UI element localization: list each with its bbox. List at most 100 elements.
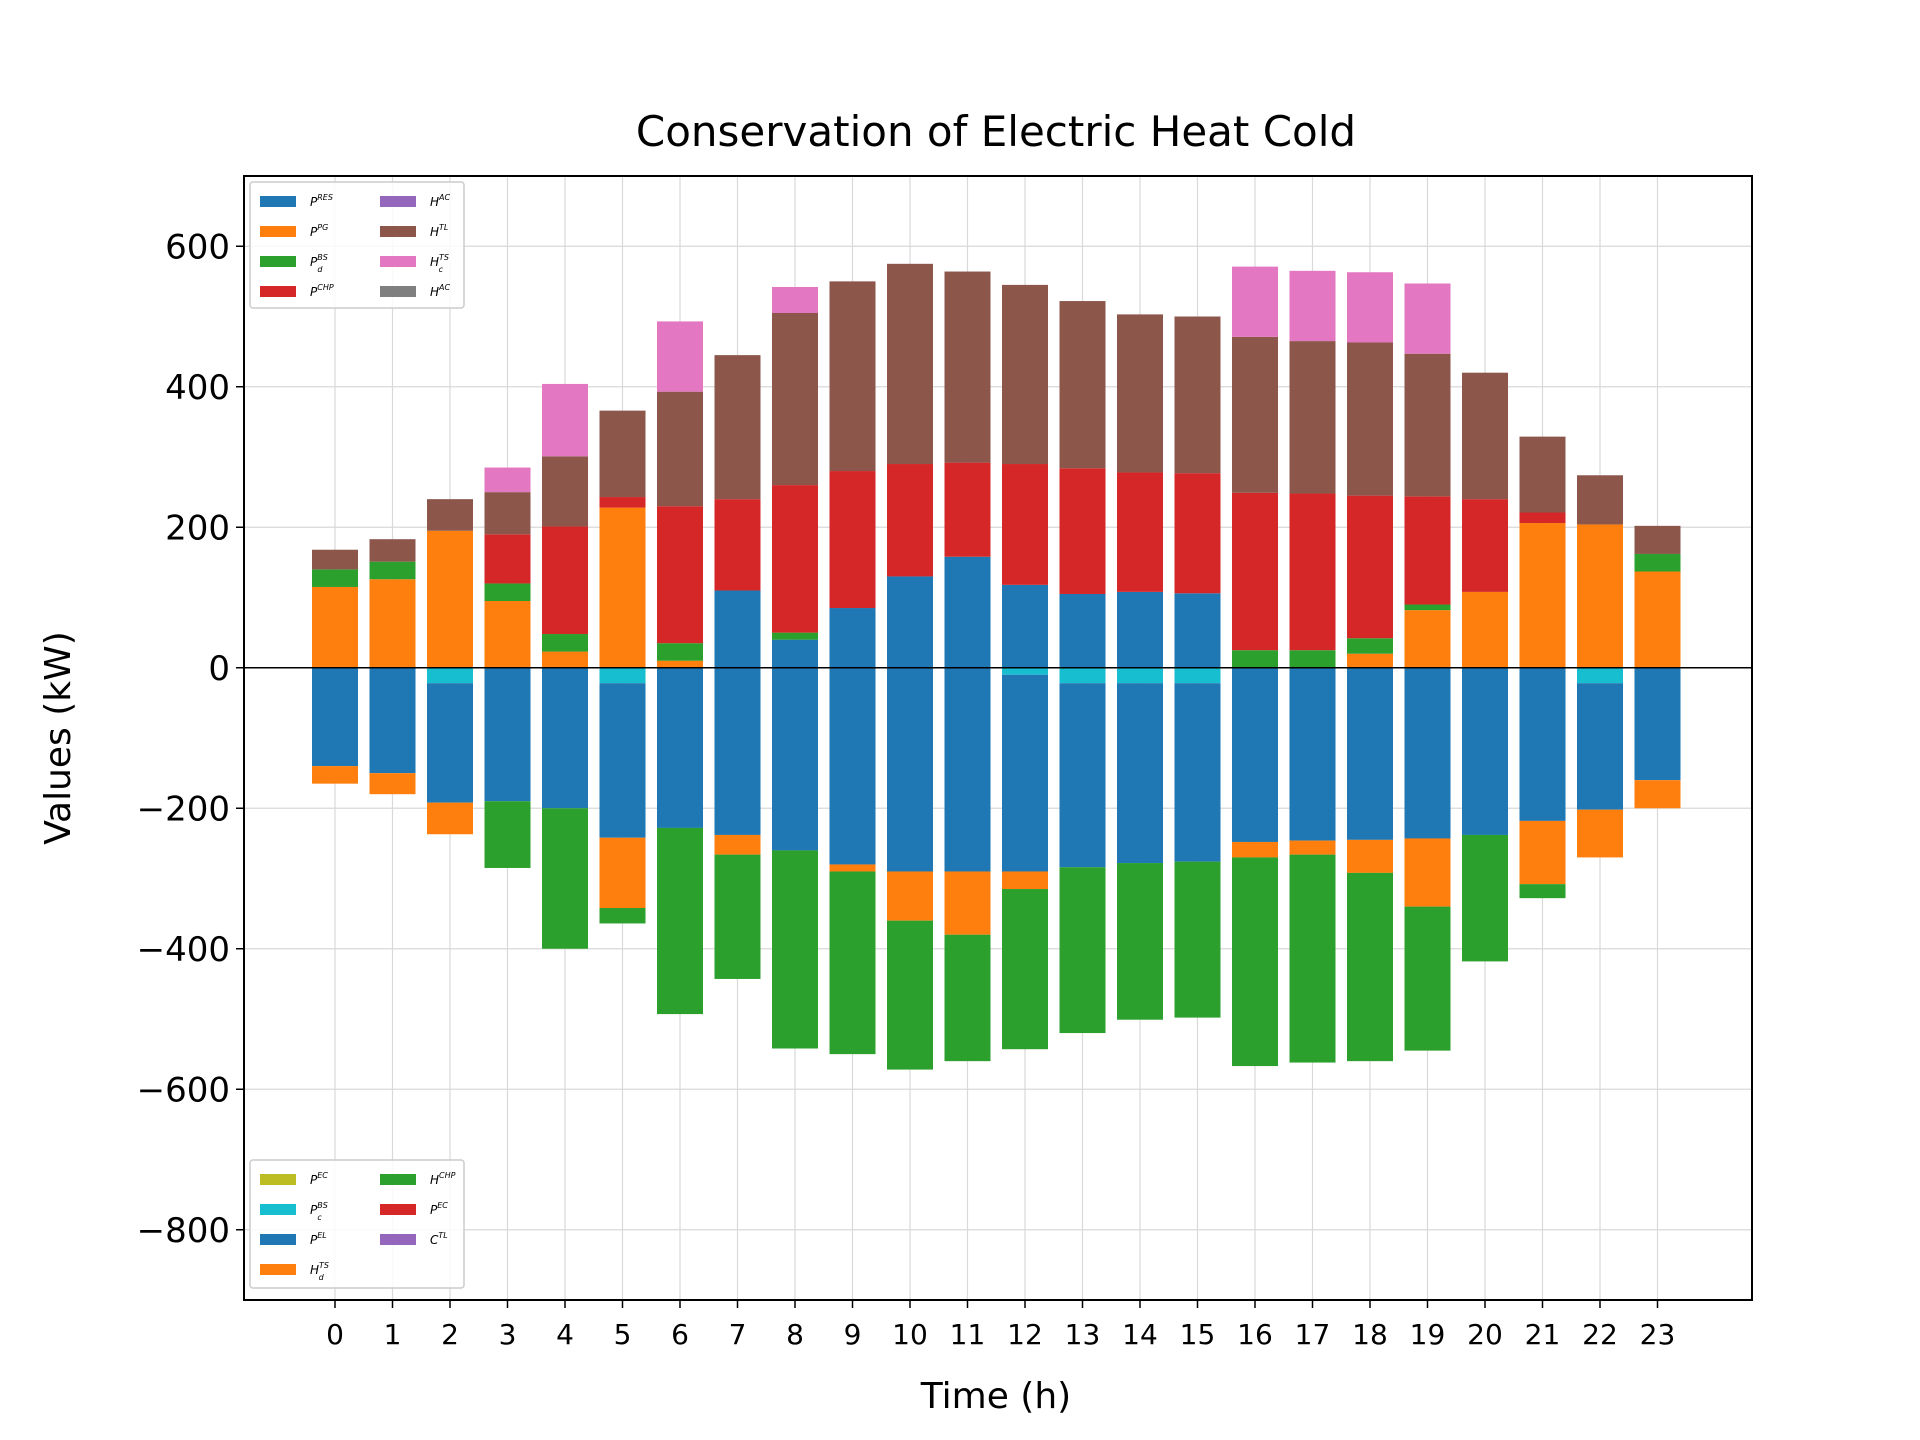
legend-swatch	[260, 256, 296, 267]
bar-segment	[714, 355, 761, 500]
bar-segment	[312, 569, 358, 587]
bar-segment	[772, 632, 818, 640]
bar-segment	[1577, 667, 1623, 684]
bar-segment	[484, 534, 531, 584]
bar-segment	[1059, 683, 1106, 868]
bar-segment	[484, 492, 531, 535]
bar-segment	[599, 908, 646, 924]
bar-segment	[427, 499, 473, 531]
bar-segment	[1347, 342, 1393, 496]
bar-segment	[1002, 584, 1048, 668]
legend-label: HAC	[430, 283, 451, 299]
bar-segment	[829, 871, 876, 1055]
bar-segment	[1117, 314, 1163, 473]
bar-segment	[714, 590, 761, 668]
x-tick-label: 23	[1640, 1318, 1676, 1351]
x-tick-label: 12	[1007, 1318, 1043, 1351]
legend-label: HTS d	[310, 1261, 329, 1282]
bar-segment	[1117, 667, 1163, 684]
bar-segment	[1634, 553, 1681, 572]
legend-swatch	[380, 286, 416, 297]
bar-segment	[772, 639, 818, 668]
bar-segment	[714, 499, 761, 591]
bar-segment	[1232, 857, 1278, 1067]
bar-segment	[657, 506, 703, 644]
bar-segment	[887, 667, 933, 872]
x-tick-label: 7	[729, 1318, 747, 1351]
bar-segment	[1002, 667, 1048, 675]
bar-segment	[542, 456, 588, 527]
bar-segment	[829, 471, 876, 609]
legend-top: PRES PPG PBS d PCHP HAC HTL HTS c HAC	[249, 181, 465, 309]
bar-segment	[312, 549, 358, 570]
bar-segment	[599, 507, 646, 668]
x-tick-label: 9	[844, 1318, 862, 1351]
bar-segment	[542, 634, 588, 652]
bar-segment	[887, 263, 933, 465]
bar-segment	[312, 586, 358, 668]
bar-segment	[1577, 809, 1623, 858]
legend-frame	[249, 1159, 465, 1289]
bar-segment	[944, 556, 991, 668]
bar-segment	[599, 497, 646, 508]
bar-segment	[1404, 610, 1451, 668]
bars	[312, 263, 1681, 1070]
legend-bottom: PEC PBS c PEL HTS d HCHP PEC CTL	[249, 1159, 465, 1289]
bar-segment	[1347, 638, 1393, 654]
bar-segment	[1002, 284, 1048, 465]
bar-segment	[484, 467, 531, 493]
bar-segment	[1002, 871, 1048, 890]
bar-segment	[542, 383, 588, 457]
x-tick-label: 22	[1582, 1318, 1618, 1351]
bar-segment	[657, 667, 703, 828]
chart-title: Conservation of Electric Heat Cold	[636, 107, 1356, 156]
bar-segment	[714, 667, 761, 835]
plot-frame	[243, 175, 1753, 1301]
legend-swatch	[260, 1174, 296, 1185]
bar-segment	[1577, 524, 1623, 668]
x-tick-label: 8	[786, 1318, 804, 1351]
bar-segment	[1117, 472, 1163, 592]
bar-segment	[714, 834, 761, 855]
bar-segment	[944, 871, 991, 935]
bar-segment	[944, 271, 991, 463]
bar-segment	[542, 808, 588, 949]
legend-label: HCHP	[430, 1171, 456, 1187]
bar-segment	[1174, 667, 1221, 684]
bar-segment	[1059, 667, 1106, 684]
bar-segment	[542, 651, 588, 668]
x-tick-label: 18	[1352, 1318, 1388, 1351]
x-tick-label: 11	[950, 1318, 986, 1351]
bar-segment	[1347, 495, 1393, 639]
bar-segment	[542, 667, 588, 809]
bar-segment	[427, 530, 473, 668]
y-tick-label: 600	[165, 227, 230, 267]
x-tick-label: 15	[1180, 1318, 1216, 1351]
bar-segment	[657, 660, 703, 668]
bar-segment	[829, 864, 876, 872]
legend-swatch	[260, 1204, 296, 1215]
legend-swatch	[380, 1234, 416, 1245]
y-tick-label: 200	[165, 508, 230, 548]
bar-segment	[1404, 667, 1451, 839]
bar-segment	[829, 608, 876, 668]
bar-segment	[1232, 336, 1278, 493]
bar-segment	[1347, 653, 1393, 668]
legend-swatch	[380, 226, 416, 237]
bar-segment	[1174, 683, 1221, 862]
bar-segment	[887, 464, 933, 577]
bar-segment	[1059, 468, 1106, 594]
bar-segment	[1519, 523, 1566, 668]
bar-segment	[542, 526, 588, 635]
bar-segment	[1462, 499, 1508, 592]
legend-label: PBS d	[310, 253, 328, 274]
bar-segment	[1519, 436, 1566, 513]
legend-label: PRES	[310, 193, 333, 209]
bar-segment	[1404, 496, 1451, 605]
bar-segment	[599, 683, 646, 838]
legend-swatch	[380, 1204, 416, 1215]
y-axis-label: Values (kW)	[38, 631, 79, 845]
bar-segment	[887, 871, 933, 921]
bar-segment	[657, 643, 703, 661]
bar-segment	[484, 601, 531, 668]
